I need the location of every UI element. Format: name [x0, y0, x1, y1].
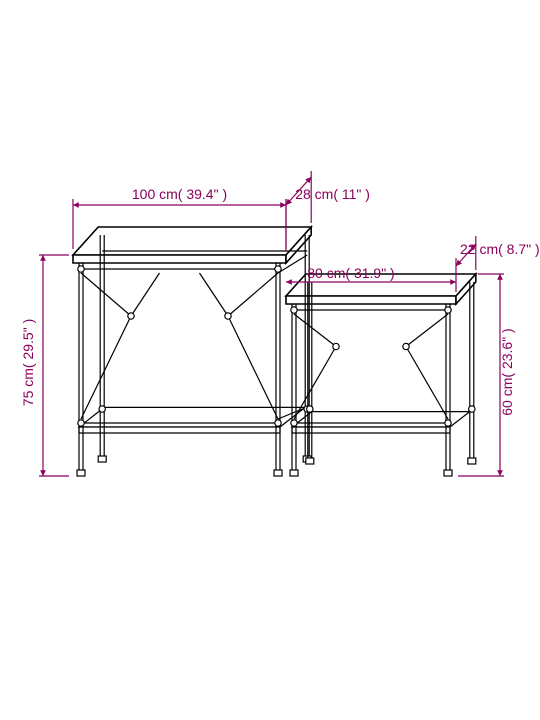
- label-width-small: 80 cm( 31.9" ): [307, 265, 394, 281]
- label-height-large: 75 cm( 29.5" ): [20, 319, 36, 406]
- label-height-small: 60 cm( 23.6" ): [499, 328, 515, 415]
- label-depth-small: 22 cm( 8.7" ): [460, 241, 540, 257]
- label-width-large: 100 cm( 39.4" ): [132, 186, 227, 202]
- furniture-drawing: [73, 227, 476, 476]
- label-depth-large: 28 cm( 11" ): [295, 186, 370, 202]
